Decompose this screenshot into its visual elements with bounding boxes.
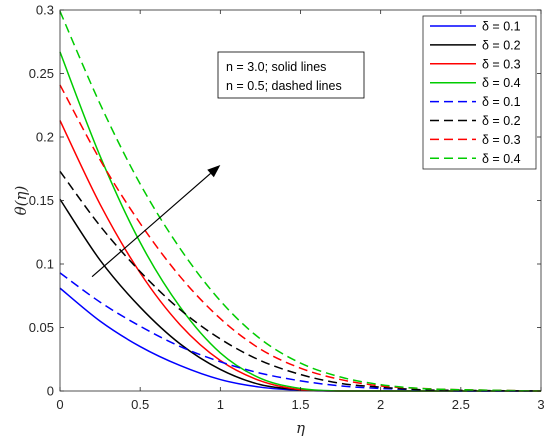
x-tick-label: 0 (56, 397, 63, 412)
series-line-8-dashed (59, 10, 542, 392)
y-tick-label: 0.1 (36, 257, 54, 272)
trend-arrow (91, 164, 221, 278)
y-tick-label: 0.3 (36, 3, 54, 18)
x-tick-label: 1 (217, 397, 224, 412)
annotation-line-solid: n = 3.0; solid lines (226, 60, 326, 74)
tick-layer: 0 0.5 1 1.5 2 2.5 3 0 0.05 0.1 0.15 0.2 0.25 0.3 (29, 3, 545, 413)
legend-label-2: δ = 0.2 (482, 38, 521, 52)
x-tick-label: 2 (377, 397, 384, 412)
x-axis-label: η (296, 419, 305, 437)
annotation-line-dashed: n = 0.5; dashed lines (226, 79, 342, 93)
y-tick-label: 0.15 (29, 193, 54, 208)
legend-label-5: δ = 0.1 (482, 95, 521, 109)
y-axis-label: θ(η) (12, 185, 30, 215)
legend-label-6: δ = 0.2 (482, 114, 521, 128)
legend-label-7: δ = 0.3 (482, 133, 521, 147)
annotation-frame (217, 51, 365, 99)
x-tick-label: 0.5 (131, 397, 149, 412)
x-tick-label: 3 (537, 397, 544, 412)
legend-label-3: δ = 0.3 (482, 57, 521, 71)
annotation-box: n = 3.0; solid lines n = 0.5; dashed lin… (217, 51, 365, 99)
y-tick-label: 0.05 (29, 320, 54, 335)
arrow-shaft (91, 173, 211, 278)
legend-label-4: δ = 0.4 (482, 76, 521, 90)
y-tick-label: 0.25 (29, 66, 54, 81)
legend-label-1: δ = 0.1 (482, 20, 521, 34)
y-tick-label: 0.2 (36, 130, 54, 145)
x-tick-label: 1.5 (291, 397, 309, 412)
legend-label-8: δ = 0.4 (482, 152, 521, 166)
series-line-6-dashed (59, 170, 542, 392)
legend-frame (422, 15, 537, 170)
legend: δ = 0.1 δ = 0.2 δ = 0.3 δ = 0.4 δ = 0.1 δ = 0… (422, 15, 537, 170)
arrow-head (207, 164, 221, 178)
x-tick-label: 2.5 (452, 397, 470, 412)
y-tick-label: 0 (47, 384, 54, 399)
legend-items: δ = 0.1 δ = 0.2 δ = 0.3 δ = 0.4 δ = 0.1 δ = 0… (430, 20, 521, 166)
